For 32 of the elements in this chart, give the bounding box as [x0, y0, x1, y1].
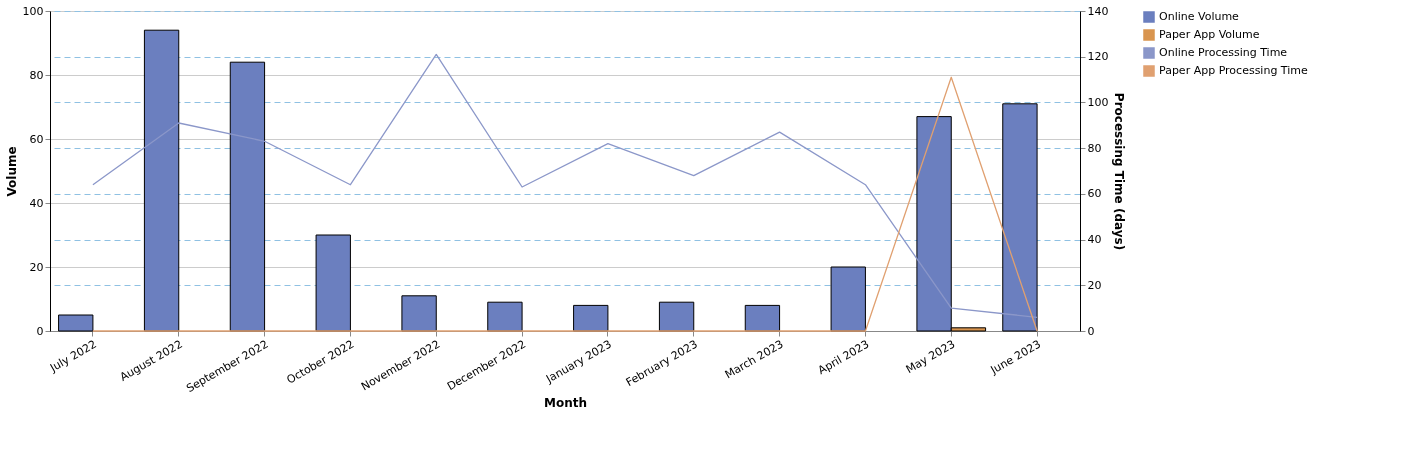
- y-axis-title: Volume: [4, 146, 19, 197]
- bar: [1002, 103, 1038, 332]
- y-tick-label: 100: [22, 4, 44, 18]
- y2-tick-label: 80: [1087, 141, 1102, 155]
- y-tick-label: 20: [29, 260, 44, 274]
- bar: [573, 304, 609, 332]
- y2-tick-label: 100: [1087, 95, 1109, 109]
- y2-tick-label: 120: [1087, 50, 1109, 64]
- y2-tick-label: 60: [1087, 187, 1102, 201]
- x-axis-title: Month: [543, 396, 588, 411]
- legend-label: Paper App Processing Time: [1159, 64, 1309, 77]
- bar: [830, 266, 866, 332]
- bar: [315, 234, 351, 332]
- y-tick-label: 80: [29, 68, 44, 82]
- bar: [487, 301, 523, 332]
- bar: [401, 295, 437, 332]
- y-tick-label: 60: [29, 132, 44, 146]
- y2-axis-title: Processing Time (days): [1112, 92, 1127, 251]
- y-tick-label: 40: [29, 196, 44, 210]
- y2-tick-label: 40: [1087, 233, 1102, 247]
- y2-tick-label: 0: [1087, 324, 1095, 338]
- y2-tick-label: 20: [1087, 278, 1102, 292]
- bar: [143, 29, 180, 332]
- bar: [229, 61, 266, 332]
- y2-tick-label: 140: [1087, 4, 1109, 18]
- legend-label: Online Processing Time: [1159, 46, 1288, 59]
- bar: [658, 301, 695, 332]
- legend-label: Online Volume: [1159, 10, 1240, 23]
- bar: [58, 314, 94, 332]
- legend-label: Paper App Volume: [1159, 28, 1260, 41]
- y-tick-label: 0: [36, 324, 44, 338]
- bar: [744, 304, 781, 332]
